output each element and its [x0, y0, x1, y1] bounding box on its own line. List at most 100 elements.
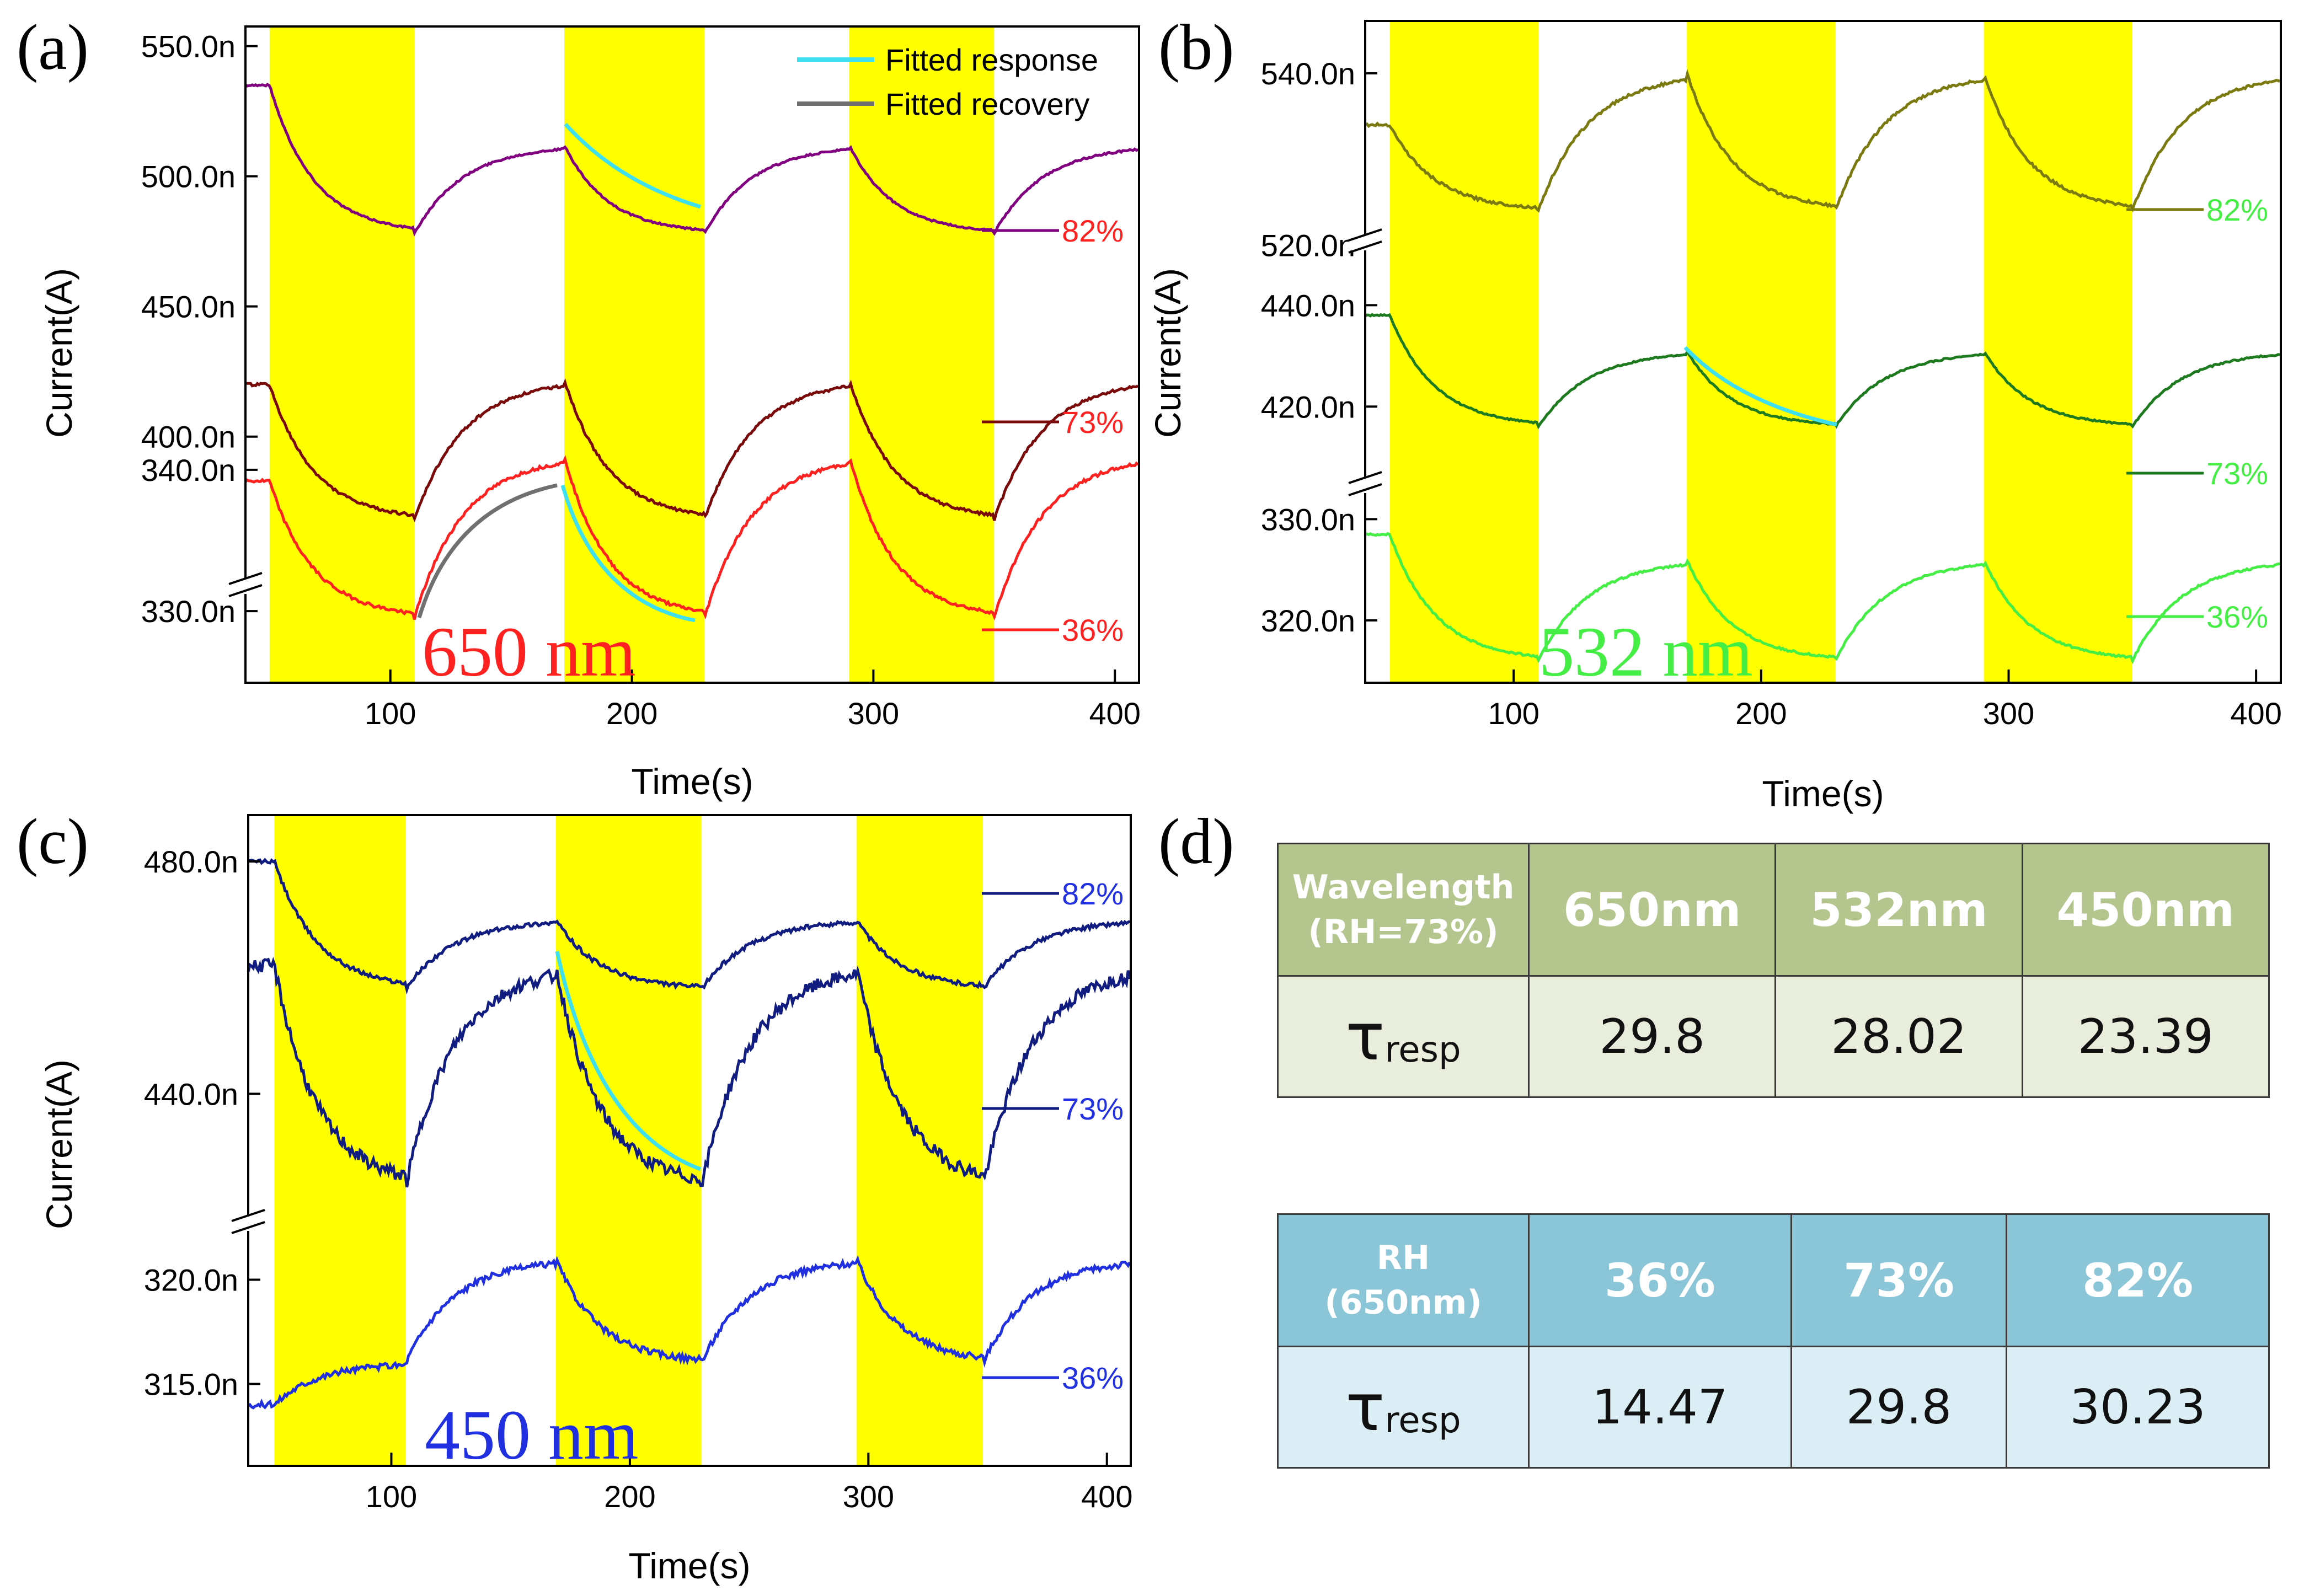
panel-b-ylabel: Current(A)	[1147, 268, 1188, 438]
y-tick-label: 540.0n	[1261, 56, 1355, 91]
x-tick-label: 400	[2230, 696, 2281, 731]
table2-value-36: 14.47	[1528, 1346, 1792, 1469]
panel-c-wavelength: 450 nm	[425, 1396, 639, 1474]
y-tick-label: 400.0n	[141, 420, 236, 454]
illumination-band-3	[849, 26, 995, 683]
panel-c-letter: (c)	[17, 805, 89, 877]
x-tick-label: 200	[1735, 696, 1787, 731]
panel-a-xlabel: Time(s)	[631, 761, 753, 802]
x-tick-label: 100	[365, 696, 416, 731]
x-tick-label: 100	[1488, 696, 1539, 731]
x-tick-label: 400	[1089, 696, 1140, 731]
series-line-73pct	[247, 957, 1131, 1188]
tau-vs-rh-table: RH (650nm) 36% 73% 82% τresp 14.47 29.8 …	[1277, 1213, 2270, 1469]
panel-b-wavelength: 532 nm	[1539, 613, 1753, 691]
table2-value-73: 29.8	[1790, 1346, 2008, 1469]
table2-header-82: 82%	[2006, 1213, 2270, 1347]
panel-b-plot-frame	[1364, 20, 2282, 684]
axis-break-mark	[231, 1221, 265, 1234]
x-tick-label: 200	[606, 696, 657, 731]
panel-a-plot-frame	[244, 25, 1140, 684]
x-tick-label: 300	[848, 696, 899, 731]
y-tick-label: 420.0n	[1261, 389, 1355, 424]
series-line-82pct	[248, 858, 1131, 995]
table1-header-first: Wavelength (RH=73%)	[1277, 843, 1530, 977]
illumination-band-1	[1389, 21, 1539, 683]
table2-row-label: τresp	[1277, 1346, 1530, 1469]
table2-header-36: 36%	[1528, 1213, 1792, 1347]
panel-c-ylabel: Current(A)	[39, 1059, 79, 1229]
fitted-response-curve	[555, 951, 702, 1171]
series-line-36pct	[244, 455, 1139, 621]
y-tick-label: 520.0n	[1261, 228, 1355, 263]
table2-value-82: 30.23	[2006, 1346, 2270, 1469]
y-tick-label: 340.0n	[141, 453, 236, 488]
illumination-band-2	[555, 815, 702, 1466]
series-line-36pct	[247, 1255, 1131, 1410]
series-label-82pct: 82%	[1062, 213, 1124, 248]
table1-row-label: τresp	[1277, 975, 1530, 1098]
panel-d-letter: (d)	[1158, 805, 1234, 877]
y-tick-label: 550.0n	[141, 29, 236, 64]
axis-break-mark	[1348, 483, 1382, 496]
panel-a-ylabel: Current(A)	[39, 268, 79, 438]
table2-header-73: 73%	[1790, 1213, 2008, 1347]
axis-break-mark	[228, 572, 263, 585]
panel-a-chart: 82% 73% 36% 400.0n 450.0n 500.0n 550.0n 330.0n…	[39, 25, 1141, 802]
x-tick-label: 300	[1983, 696, 2034, 731]
series-label-36pct: 36%	[1062, 613, 1124, 647]
y-tick-label: 320.0n	[144, 1263, 238, 1298]
panel-c-chart: 82% 73% 36% 440.0n 480.0n 315.0n 320.0n 100 20…	[39, 814, 1132, 1586]
illumination-band-2	[564, 26, 704, 683]
panel-b-chart: 82% 73% 36% 520.0n 540.0n 420.0n 440.0n 320.0n…	[1147, 20, 2282, 814]
illumination-band-1	[269, 26, 415, 683]
series-label-82pct: 82%	[1062, 876, 1124, 911]
fitted-response-curve	[1683, 346, 1837, 427]
x-tick-label: 300	[843, 1479, 894, 1514]
x-tick-label: 200	[604, 1479, 655, 1514]
panel-b-xlabel: Time(s)	[1762, 773, 1884, 814]
table1-value-450: 23.39	[2021, 975, 2270, 1098]
table1-header-532: 532nm	[1774, 843, 2023, 977]
series-line-36pct	[1364, 532, 2280, 665]
axis-break-mark	[1348, 240, 1382, 254]
panel-c-plot-frame	[247, 814, 1132, 1467]
y-tick-label: 500.0n	[141, 159, 236, 194]
y-tick-label: 440.0n	[144, 1077, 238, 1111]
series-label-82pct: 82%	[2206, 192, 2268, 227]
panel-a-wavelength: 650 nm	[422, 613, 636, 691]
legend-fitted-response-label: Fitted response	[885, 42, 1098, 77]
series-line-82pct	[1365, 68, 2281, 213]
fitted-response-curve	[564, 122, 702, 209]
y-tick-label: 450.0n	[141, 290, 236, 324]
y-tick-label: 330.0n	[141, 594, 236, 629]
series-label-73pct: 73%	[1062, 1091, 1124, 1126]
axis-break-mark	[228, 584, 263, 597]
series-label-73pct: 73%	[2206, 456, 2268, 491]
x-tick-label: 100	[366, 1479, 417, 1514]
series-label-36pct: 36%	[1062, 1361, 1124, 1395]
y-tick-label: 330.0n	[1261, 502, 1355, 537]
axis-break-mark	[1348, 228, 1382, 242]
table1-header-650: 650nm	[1527, 843, 1777, 977]
panel-a-legend: Fitted response Fitted recovery	[797, 42, 1098, 121]
panel-b-letter: (b)	[1158, 11, 1234, 83]
y-tick-label: 315.0n	[144, 1367, 238, 1401]
table1-header-450: 450nm	[2021, 843, 2270, 977]
legend-fitted-recovery-label: Fitted recovery	[885, 87, 1089, 121]
fitted-recovery-curve	[417, 483, 558, 619]
y-tick-label: 480.0n	[144, 844, 238, 879]
series-label-36pct: 36%	[2206, 599, 2268, 634]
axis-break-mark	[231, 1209, 265, 1222]
fitted-response-curve	[560, 485, 696, 623]
table1-value-650: 29.8	[1527, 975, 1777, 1098]
y-tick-label: 320.0n	[1261, 603, 1355, 638]
y-tick-label: 440.0n	[1261, 288, 1355, 323]
table2-header-first: RH (650nm)	[1277, 1213, 1530, 1347]
axis-break-mark	[1348, 471, 1382, 484]
illumination-band-3	[856, 815, 983, 1466]
illumination-band-3	[1984, 21, 2132, 683]
series-label-73pct: 73%	[1062, 405, 1124, 440]
panel-c-xlabel: Time(s)	[628, 1545, 750, 1586]
